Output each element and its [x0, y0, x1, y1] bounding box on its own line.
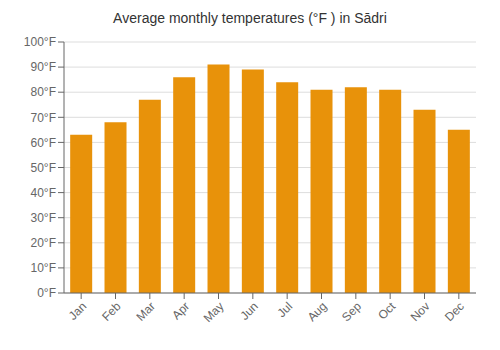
svg-text:50°F: 50°F: [31, 161, 56, 175]
svg-text:Jun: Jun: [237, 299, 261, 323]
svg-text:May: May: [201, 299, 227, 325]
svg-text:10°F: 10°F: [31, 261, 56, 275]
svg-text:Sep: Sep: [339, 299, 364, 324]
svg-text:80°F: 80°F: [31, 85, 56, 99]
svg-text:60°F: 60°F: [31, 136, 56, 150]
svg-text:30°F: 30°F: [31, 211, 56, 225]
svg-text:Nov: Nov: [408, 299, 433, 324]
svg-text:Feb: Feb: [99, 299, 124, 324]
svg-text:Dec: Dec: [442, 299, 467, 324]
svg-text:Apr: Apr: [169, 299, 192, 322]
svg-text:Mar: Mar: [133, 299, 158, 324]
svg-text:0°F: 0°F: [37, 286, 56, 300]
svg-text:Aug: Aug: [305, 299, 330, 324]
svg-text:40°F: 40°F: [31, 186, 56, 200]
svg-text:Oct: Oct: [375, 299, 399, 323]
html-text:Average monthly temperatures (: Average monthly temperatures (°F ) in Sā…: [113, 10, 387, 26]
svg-text:100°F: 100°F: [24, 35, 56, 49]
svg-text:20°F: 20°F: [31, 236, 56, 250]
svg-text:70°F: 70°F: [31, 111, 56, 125]
svg-text:90°F: 90°F: [31, 60, 56, 74]
svg-text:Jul: Jul: [275, 299, 296, 320]
svg-text:Jan: Jan: [66, 299, 90, 323]
